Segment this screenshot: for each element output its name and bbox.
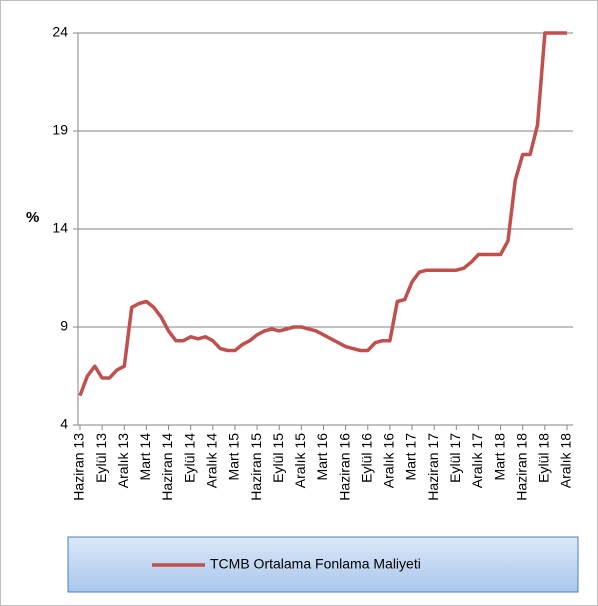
y-tick-label: 4 [60, 416, 68, 432]
y-tick-label: 9 [60, 318, 68, 334]
x-tick-label: Haziran 17 [425, 433, 441, 501]
x-tick-label: Aralık 18 [558, 433, 574, 488]
x-tick-label: Haziran 13 [71, 433, 87, 501]
x-tick-label: Aralık 14 [204, 433, 220, 488]
x-tick-label: Aralık 16 [381, 433, 397, 488]
x-tick-label: Mart 14 [137, 433, 153, 481]
x-tick-label: Eylül 17 [447, 433, 463, 483]
data-line [78, 31, 567, 397]
y-tick-label: 24 [52, 24, 68, 40]
y-axis-label: % [26, 209, 39, 226]
legend-label: TCMB Ortalama Fonlama Maliyeti [210, 556, 421, 572]
x-tick-label: Haziran 14 [159, 433, 175, 501]
x-tick-label: Haziran 18 [513, 433, 529, 501]
x-tick-label: Mart 15 [226, 433, 242, 481]
x-tick-label: Aralık 15 [292, 433, 308, 488]
y-tick-label: 19 [52, 122, 68, 138]
x-tick-label: Haziran 15 [248, 433, 264, 501]
x-tick-label: Mart 17 [403, 433, 419, 481]
x-tick-label: Eylül 14 [181, 433, 197, 483]
x-tick-label: Eylül 16 [358, 433, 374, 483]
x-tick-label: Aralık 17 [469, 433, 485, 488]
x-tick-label: Eylül 13 [93, 433, 109, 483]
x-tick-label: Eylül 18 [536, 433, 552, 483]
x-tick-label: Haziran 16 [336, 433, 352, 501]
y-tick-label: 14 [52, 220, 68, 236]
x-tick-label: Eylül 15 [270, 433, 286, 483]
x-tick-label: Mart 16 [314, 433, 330, 481]
x-tick-label: Aralık 13 [115, 433, 131, 488]
x-tick-label: Mart 18 [491, 433, 507, 481]
